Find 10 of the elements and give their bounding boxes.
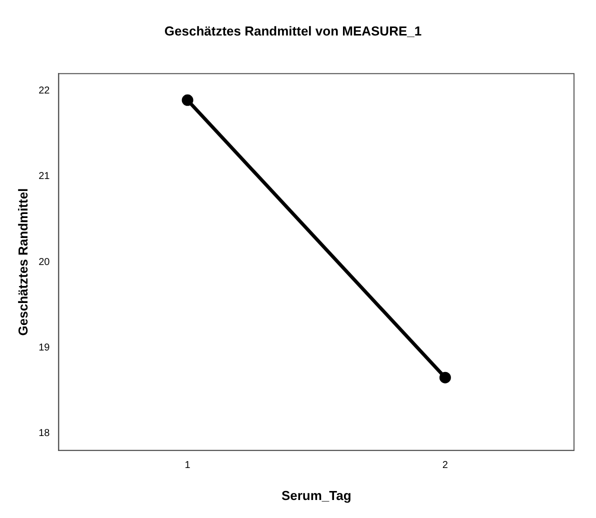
y-axis-title: Geschätztes Randmittel: [15, 188, 30, 336]
x-tick-label: 1: [184, 460, 191, 472]
y-tick-label: 21: [38, 171, 50, 182]
x-axis-title: Serum_Tag: [281, 488, 352, 503]
y-tick-label: 18: [38, 428, 50, 440]
x-tick-label: 2: [442, 460, 448, 472]
y-tick-label: 22: [38, 85, 50, 96]
chart-title: Geschätztes Randmittel von MEASURE_1: [164, 23, 422, 38]
y-tick-label: 19: [38, 342, 50, 354]
y-tick-label: 20: [38, 256, 50, 268]
